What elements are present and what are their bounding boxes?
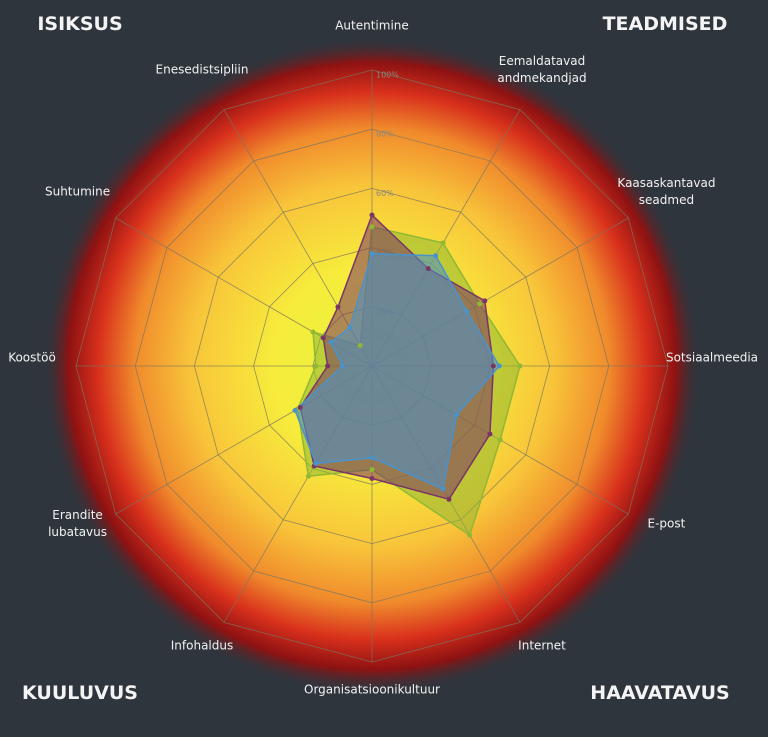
data-point — [496, 363, 502, 369]
axis-label: Autentimine — [335, 18, 409, 33]
axis-label: Internet — [518, 638, 566, 653]
axis-label: E-post — [647, 516, 686, 531]
corner-label: HAAVATAVUS — [590, 682, 730, 704]
data-point — [517, 363, 523, 369]
data-point — [313, 363, 319, 369]
data-point — [369, 251, 375, 257]
data-point — [369, 467, 375, 473]
data-point — [369, 475, 375, 481]
corner-label: TEADMISED — [602, 13, 728, 35]
axis-label: Organisatsioonikultuur — [304, 682, 440, 697]
axis-label: Enesedistsipliin — [155, 62, 249, 77]
data-point — [357, 342, 363, 348]
axis-label: Infohaldus — [170, 638, 234, 653]
data-point — [425, 266, 431, 272]
axis-label: Koostöö — [8, 350, 56, 365]
axis-label: Erandite lubatavus — [48, 508, 108, 539]
data-point — [325, 363, 331, 369]
data-point — [305, 473, 311, 479]
data-point — [487, 431, 493, 437]
data-point — [339, 363, 345, 369]
data-point — [369, 455, 375, 461]
axis-label: Kaasaskantavad seadmed — [617, 176, 716, 207]
data-point — [440, 486, 446, 492]
data-point — [433, 253, 439, 259]
data-point — [490, 363, 496, 369]
data-point — [440, 240, 446, 246]
r-tick-label: 80% — [376, 130, 394, 139]
axis-label: Sotsiaalmeedia — [665, 350, 759, 365]
axis-label: Suhtumine — [44, 184, 111, 199]
data-point — [335, 304, 341, 310]
data-point — [347, 325, 353, 331]
data-point — [477, 301, 483, 307]
data-point — [292, 407, 298, 413]
data-point — [297, 404, 303, 410]
data-point — [467, 532, 473, 538]
data-point — [454, 412, 460, 418]
data-point — [369, 224, 375, 230]
r-tick-label: 100% — [376, 71, 399, 80]
data-point — [369, 212, 375, 218]
data-point — [482, 298, 488, 304]
data-point — [446, 496, 452, 502]
data-point — [497, 437, 503, 443]
r-tick-label: 60% — [376, 189, 394, 198]
data-point — [328, 339, 334, 345]
corner-label: KUULUVUS — [22, 682, 138, 704]
axis-label: Eemaldatavad andmekandjad — [497, 54, 587, 86]
data-point — [313, 460, 319, 466]
data-point — [310, 329, 316, 335]
corner-label: ISIKSUS — [37, 13, 123, 35]
data-point — [320, 335, 326, 341]
data-point — [464, 308, 470, 314]
